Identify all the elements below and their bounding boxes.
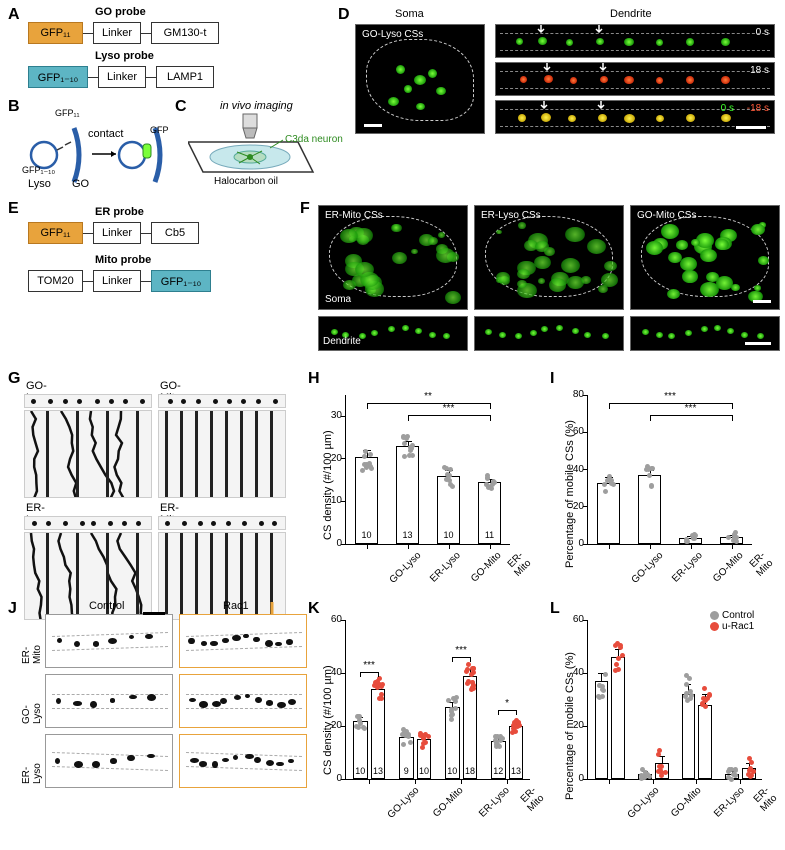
j-row-0: ER-Mito — [21, 645, 43, 664]
d-soma-image: GO-Lyso CSs — [355, 24, 485, 134]
er-cb5-box: Cb5 — [151, 222, 199, 244]
f-soma-2: GO-Mito CSs — [630, 205, 780, 310]
linker-icon — [88, 77, 98, 78]
b-lyso-label: Lyso — [28, 178, 51, 190]
d-dendrite-merge: 0 s -18 s — [495, 100, 775, 134]
f-dendrite-0: Dendrite — [318, 316, 468, 351]
go-probe-row: GFP₁₁ Linker GM130-t — [28, 22, 219, 44]
lyso-probe-title: Lyso probe — [95, 50, 154, 62]
j-row-2: ER-Lyso — [21, 763, 43, 784]
j-scalebar — [143, 612, 165, 615]
h-ylabel: CS density (#/100 µm) — [322, 430, 334, 540]
linker-icon — [83, 233, 93, 234]
lyso-gfp110-box: GFP₁₋₁₀ — [28, 66, 88, 88]
d-soma-title: Soma — [395, 8, 424, 20]
mito-probe-title: Mito probe — [95, 254, 151, 266]
panel-letter-k: K — [308, 600, 320, 618]
g-kymo-0 — [24, 410, 152, 498]
er-gfp11-box: GFP₁₁ — [28, 222, 83, 244]
legend-control: Control — [710, 610, 754, 621]
chart-k: 02040601013GO-Lyso910GO-Mito1018ER-Lyso1… — [345, 620, 530, 780]
g-kymo-3 — [158, 532, 286, 620]
b-go-label: GO — [72, 178, 89, 190]
panel-letter-i: I — [550, 370, 554, 388]
go-gm130-box: GM130-t — [151, 22, 219, 44]
j-col-0: Control — [89, 600, 124, 612]
g-kymo-2 — [24, 532, 152, 620]
panel-letter-g: G — [8, 370, 20, 388]
panel-letter-e: E — [8, 200, 19, 218]
mito-gfp110-box: GFP₁₋₁₀ — [151, 270, 211, 292]
er-linker-box: Linker — [93, 222, 141, 244]
g-kymo-1 — [158, 410, 286, 498]
d-dendrite-title: Dendrite — [610, 8, 652, 20]
er-probe-title: ER probe — [95, 206, 144, 218]
chart-h: 010203010GO-Lyso13ER-Lyso10GO-Mito11ER-M… — [345, 395, 510, 545]
chartI-bar-0 — [597, 483, 620, 544]
panel-letter-l: L — [550, 600, 560, 618]
d-golyso-label: GO-Lyso CSs — [362, 29, 423, 40]
c-neuron-label: C3da neuron — [285, 134, 343, 145]
panel-letter-f: F — [300, 200, 310, 218]
panel-letter-d: D — [338, 6, 350, 24]
panel-letter-a: A — [8, 6, 20, 24]
g-strip-2 — [24, 516, 152, 530]
lyso-lamp1-box: LAMP1 — [156, 66, 214, 88]
mito-tom20-box: TOM20 — [28, 270, 83, 292]
linker-icon — [141, 281, 151, 282]
j-box-1-1 — [179, 674, 307, 728]
j-box-0-1 — [179, 614, 307, 668]
f-soma-0: ER-Mito CSsSoma — [318, 205, 468, 310]
b-gfp-label: GFP — [150, 125, 169, 135]
chartL-bar-2-1 — [698, 705, 712, 779]
g-strip-0 — [24, 394, 152, 408]
chart-i: 020406080GO-LysoER-LysoGO-MitoER-Mito***… — [587, 395, 752, 545]
linker-icon — [83, 33, 93, 34]
linker-icon — [83, 281, 93, 282]
mito-linker-box: Linker — [93, 270, 141, 292]
c-title: in vivo imaging — [220, 100, 293, 112]
lyso-linker-box: Linker — [98, 66, 146, 88]
f-soma-1: ER-Lyso CSs — [474, 205, 624, 310]
er-probe-row: GFP₁₁ Linker Cb5 — [28, 222, 199, 244]
go-probe-title: GO probe — [95, 6, 146, 18]
chartL-bar-2-0 — [682, 694, 696, 779]
chart-l: 0204060GO-LysoGO-MitoER-LysoER-Mito — [587, 620, 762, 780]
j-box-2-0 — [45, 734, 173, 788]
panel-letter-b: B — [8, 98, 20, 116]
l-legend: Control u-Rac1 — [710, 610, 754, 632]
legend-rac1: u-Rac1 — [710, 621, 754, 632]
j-box-0-0 — [45, 614, 173, 668]
mito-probe-row: TOM20 Linker GFP₁₋₁₀ — [28, 270, 211, 292]
panel-letter-j: J — [8, 600, 17, 618]
panel-letter-h: H — [308, 370, 320, 388]
lyso-probe-row: GFP₁₋₁₀ Linker LAMP1 — [28, 66, 214, 88]
g-strip-3 — [158, 516, 286, 530]
j-box-1-0 — [45, 674, 173, 728]
linker-icon — [141, 33, 151, 34]
j-box-2-1 — [179, 734, 307, 788]
go-linker-box: Linker — [93, 22, 141, 44]
linker-icon — [141, 233, 151, 234]
f-dendrite-2 — [630, 316, 780, 351]
linker-icon — [146, 77, 156, 78]
d-merge0: 0 s — [721, 103, 734, 114]
chartL-bar-0-1 — [611, 657, 625, 779]
d-dendrite-t0: 0 s — [495, 24, 775, 58]
c-oil-label: Halocarbon oil — [214, 176, 278, 187]
panel-letter-c: C — [175, 98, 187, 116]
j-col-1: Rac1 — [223, 600, 249, 612]
d-dendrite-t18: 18 s — [495, 62, 775, 96]
j-row-1: GO-Lyso — [21, 703, 43, 724]
go-gfp11-box: GFP₁₁ — [28, 22, 83, 44]
b-contact-label: contact — [88, 128, 123, 140]
b-gfp110-label: GFP₁₋₁₀ — [22, 165, 55, 176]
d-merge18: -18 s — [747, 103, 769, 114]
b-gfp11-label: GFP₁₁ — [55, 108, 80, 118]
f-dendrite-1 — [474, 316, 624, 351]
g-strip-1 — [158, 394, 286, 408]
